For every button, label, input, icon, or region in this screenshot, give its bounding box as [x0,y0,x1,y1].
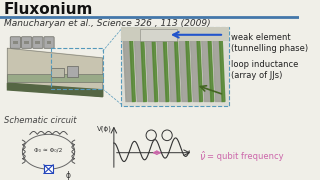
Polygon shape [197,39,203,102]
Text: weak element
(tunnelling phase): weak element (tunnelling phase) [231,33,308,53]
Text: = qubit frequency: = qubit frequency [207,152,284,161]
Bar [24,41,29,44]
Text: loop inductance
(array of JJs): loop inductance (array of JJs) [231,60,299,80]
Bar [13,41,18,44]
Polygon shape [168,39,178,102]
Polygon shape [7,83,103,97]
Polygon shape [123,39,133,102]
FancyBboxPatch shape [10,37,20,48]
Text: Φ₀ ≈ Φ₀/2: Φ₀ ≈ Φ₀/2 [34,147,63,152]
Bar [51,68,64,77]
Bar [67,66,78,77]
Text: Schematic circuit: Schematic circuit [4,116,76,125]
Polygon shape [213,39,223,102]
Polygon shape [179,39,189,102]
Bar [121,27,229,106]
Bar [36,41,40,44]
Polygon shape [186,39,191,102]
Polygon shape [157,39,167,102]
Bar [140,29,177,41]
Polygon shape [174,39,180,102]
Polygon shape [152,39,158,102]
Polygon shape [146,39,156,102]
Polygon shape [134,39,145,102]
Text: ϕ: ϕ [65,171,70,180]
Text: V(ϕ): V(ϕ) [97,126,112,132]
Polygon shape [219,39,225,102]
Polygon shape [202,39,212,102]
FancyBboxPatch shape [21,37,32,48]
Text: Fluxonium: Fluxonium [4,2,93,17]
Text: Manucharyan et al., Science 326 , 113 (2009): Manucharyan et al., Science 326 , 113 (2… [4,19,210,28]
Polygon shape [208,39,214,102]
Polygon shape [7,48,103,97]
Polygon shape [163,39,169,102]
Bar [121,27,229,41]
Bar [47,41,51,44]
Text: ν̂: ν̂ [199,152,204,162]
Bar [44,165,53,174]
Polygon shape [130,39,135,102]
Polygon shape [190,39,201,102]
Bar [51,48,103,89]
FancyBboxPatch shape [33,37,43,48]
FancyBboxPatch shape [44,37,54,48]
Bar [7,74,103,82]
Polygon shape [141,39,147,102]
